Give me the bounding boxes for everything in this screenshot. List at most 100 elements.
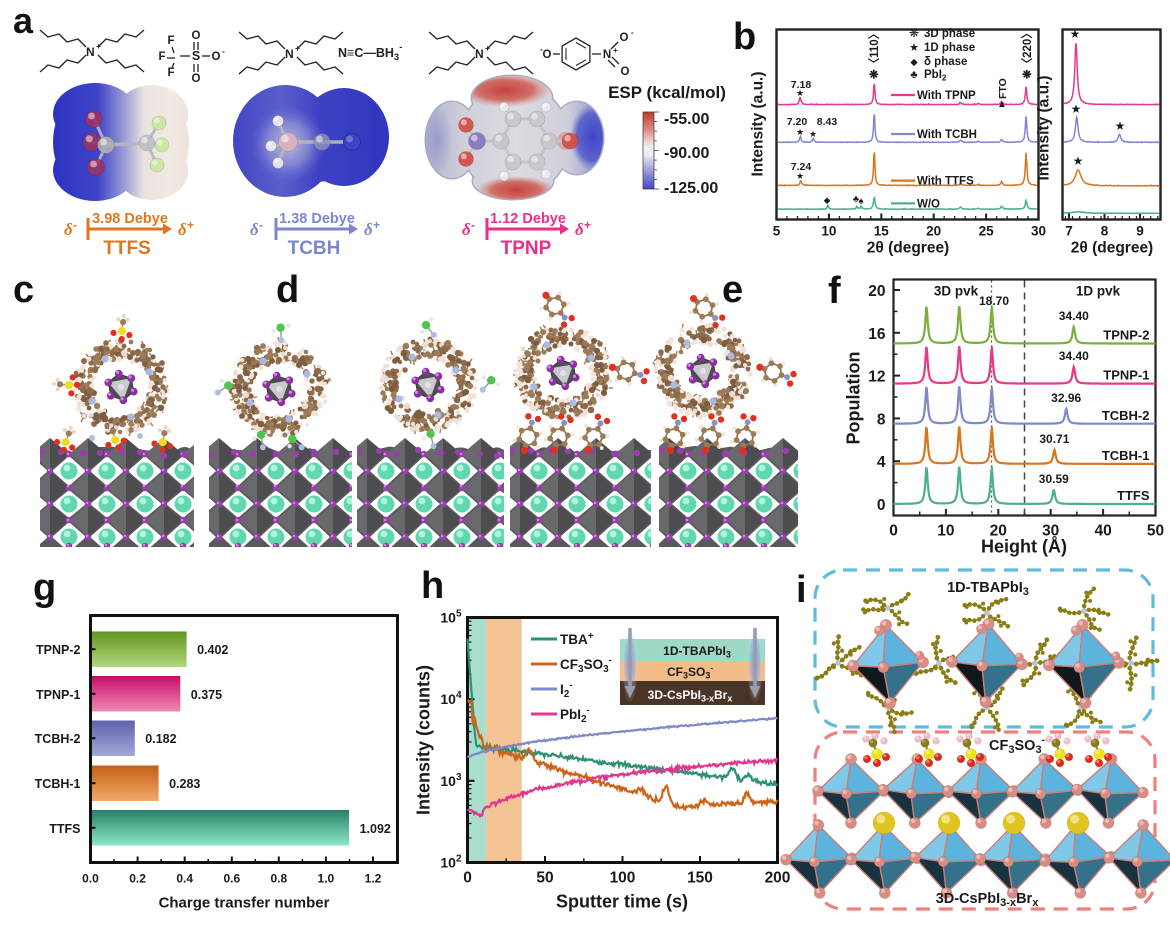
svg-text:Intensity (a.u.): Intensity (a.u.) [1036, 75, 1053, 180]
svg-text:1D-TBAPbI3: 1D-TBAPbI3 [663, 644, 731, 660]
svg-text:-: - [631, 28, 634, 37]
svg-text:I2-: I2- [560, 680, 572, 700]
svg-text:Charge transfer number: Charge transfer number [159, 895, 330, 912]
svg-text:PbI2: PbI2 [924, 69, 947, 83]
svg-text:3D pvk: 3D pvk [934, 284, 979, 299]
svg-text:❋〈110〉: ❋〈110〉 [867, 28, 881, 79]
svg-text:TPNP-1: TPNP-1 [1103, 368, 1149, 383]
svg-text:TPNP: TPNP [501, 238, 552, 259]
svg-text:1D pvk: 1D pvk [1076, 284, 1121, 299]
svg-text:150: 150 [687, 870, 713, 887]
svg-text:5: 5 [773, 224, 781, 239]
svg-text:+: + [373, 218, 380, 232]
svg-text:F: F [158, 51, 165, 63]
svg-text:TPNP-2: TPNP-2 [36, 643, 81, 657]
svg-text:★: ★ [1115, 119, 1126, 133]
svg-text:0.283: 0.283 [169, 777, 200, 791]
svg-text:0: 0 [889, 523, 898, 540]
svg-text:FTO: FTO [997, 78, 1009, 99]
svg-text:0.4: 0.4 [176, 872, 193, 886]
svg-text:-: - [259, 218, 263, 232]
svg-text:50: 50 [1147, 523, 1164, 540]
svg-text:1D phase: 1D phase [924, 42, 975, 54]
svg-text:100: 100 [610, 870, 636, 887]
svg-text:2θ (degree): 2θ (degree) [867, 240, 949, 257]
svg-text:N: N [475, 47, 484, 61]
svg-text:W/O: W/O [917, 198, 940, 210]
svg-text:CF3SO3-: CF3SO3- [989, 735, 1045, 756]
svg-text:◆: ◆ [824, 195, 831, 205]
svg-text:S: S [192, 49, 200, 63]
svg-text:20: 20 [990, 523, 1007, 540]
svg-text:O: O [192, 73, 201, 85]
svg-text:g: g [33, 567, 56, 609]
svg-text:TCBH-2: TCBH-2 [35, 732, 81, 746]
svg-text:δ: δ [462, 220, 471, 239]
svg-text:CF3SO3-: CF3SO3- [560, 655, 612, 675]
svg-text:◆: ◆ [910, 57, 918, 68]
svg-text:TCBH: TCBH [288, 238, 341, 259]
svg-text:★: ★ [1070, 27, 1081, 41]
svg-text:10: 10 [937, 523, 954, 540]
svg-text:30.71: 30.71 [1039, 432, 1069, 446]
svg-text:1.12 Debye: 1.12 Debye [490, 211, 566, 227]
svg-text:3D-CsPbI3-xBrx: 3D-CsPbI3-xBrx [936, 891, 1040, 909]
svg-text:❋: ❋ [909, 26, 919, 40]
svg-text:TTFS: TTFS [1117, 488, 1150, 503]
svg-text:★: ★ [1073, 154, 1084, 168]
svg-text:34.40: 34.40 [1059, 349, 1089, 363]
svg-text:F: F [167, 35, 174, 47]
svg-text:10: 10 [821, 224, 836, 239]
svg-text:20: 20 [868, 283, 885, 300]
svg-text:7.18: 7.18 [791, 79, 812, 91]
svg-text:O: O [212, 51, 221, 63]
svg-text:40: 40 [1094, 523, 1111, 540]
svg-text:❋〈220〉: ❋〈220〉 [1020, 27, 1034, 79]
svg-text:20: 20 [926, 224, 941, 239]
svg-text:0.2: 0.2 [129, 872, 146, 886]
svg-text:-: - [73, 218, 77, 232]
svg-text:δ: δ [364, 220, 373, 239]
svg-text:δ: δ [250, 220, 259, 239]
svg-text:0: 0 [463, 870, 472, 887]
svg-text:16: 16 [868, 326, 886, 343]
svg-text:30: 30 [1042, 523, 1059, 540]
svg-text:1.38 Debye: 1.38 Debye [279, 211, 355, 227]
svg-text:18.70: 18.70 [979, 294, 1009, 308]
svg-text:h: h [421, 565, 444, 607]
svg-text:δ: δ [575, 220, 584, 239]
svg-text:30.59: 30.59 [1039, 472, 1069, 486]
svg-text:200: 200 [765, 870, 791, 887]
svg-text:7.24: 7.24 [791, 161, 812, 173]
svg-text:34.40: 34.40 [1059, 309, 1089, 323]
svg-text:★: ★ [796, 88, 804, 98]
svg-text:0: 0 [877, 497, 886, 514]
svg-text:δ: δ [64, 220, 73, 239]
svg-text:Height (Å): Height (Å) [981, 537, 1067, 557]
svg-text:★: ★ [796, 127, 804, 137]
svg-text:With TPNP: With TPNP [917, 90, 976, 102]
svg-text:▲: ▲ [997, 99, 1007, 110]
svg-text:c: c [13, 269, 34, 311]
svg-text:0.0: 0.0 [82, 872, 99, 886]
svg-text:♣: ♣ [910, 69, 917, 81]
svg-text:Intensity (counts): Intensity (counts) [414, 665, 434, 815]
svg-text:3D-CsPbI3-xBrx: 3D-CsPbI3-xBrx [648, 688, 733, 704]
svg-text:i: i [796, 569, 807, 611]
svg-text:TCBH-1: TCBH-1 [35, 777, 81, 791]
svg-text:12: 12 [868, 369, 885, 386]
svg-text:TPNP-2: TPNP-2 [1103, 328, 1149, 343]
svg-text:F: F [167, 67, 174, 79]
svg-text:2θ (degree): 2θ (degree) [1071, 240, 1153, 257]
svg-text:25: 25 [979, 224, 995, 239]
svg-text:0.375: 0.375 [191, 688, 222, 702]
svg-text:8.43: 8.43 [817, 116, 838, 128]
svg-text:-125.00: -125.00 [664, 180, 718, 197]
svg-text:★: ★ [1071, 102, 1082, 116]
svg-text:Intensity (a.u.): Intensity (a.u.) [750, 71, 767, 176]
svg-text:★: ★ [909, 42, 919, 54]
svg-text:1.092: 1.092 [360, 822, 391, 836]
svg-text:N: N [285, 47, 294, 61]
svg-text:3D phase: 3D phase [924, 28, 975, 40]
svg-text:★: ★ [796, 171, 804, 181]
